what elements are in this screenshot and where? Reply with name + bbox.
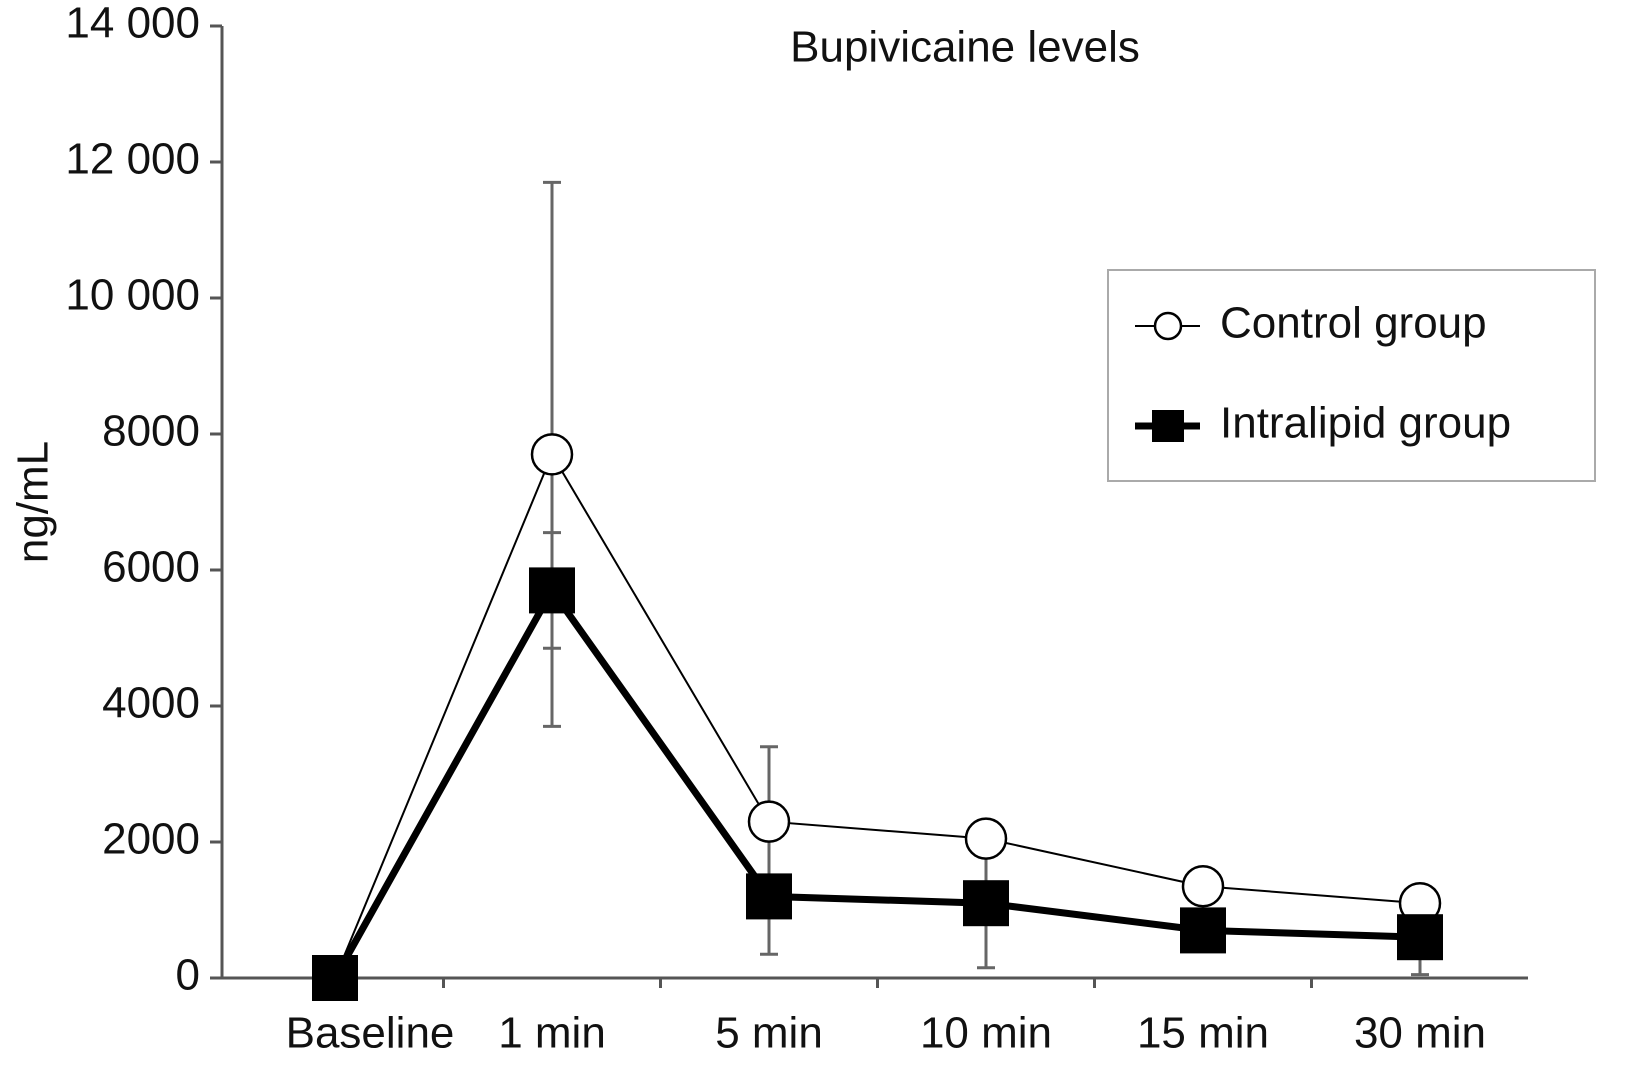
x-tick-label: 5 min (715, 1009, 823, 1058)
x-tick-label: 10 min (920, 1009, 1052, 1058)
y-tick-label: 14 000 (65, 0, 200, 48)
legend-label: Control group (1220, 299, 1487, 348)
y-tick-label: 10 000 (65, 271, 200, 320)
data-point (530, 433, 574, 476)
x-tick-label: 30 min (1354, 1009, 1486, 1058)
y-tick-label: 12 000 (65, 135, 200, 184)
legend-marker (1153, 311, 1183, 341)
series-line (334, 452, 1421, 979)
data-point (1180, 907, 1226, 954)
y-axis-label: ng/mL (9, 441, 58, 563)
data-point (964, 817, 1008, 860)
series-line (331, 583, 1421, 980)
legend-marker (1152, 410, 1184, 442)
data-point (312, 955, 358, 1001)
data-point (1181, 864, 1225, 908)
legend-box (1107, 269, 1596, 482)
legend-label: Intralipid group (1220, 399, 1511, 448)
data-point (529, 567, 575, 614)
data-point (746, 873, 792, 920)
x-tick-label: Baseline (286, 1009, 455, 1058)
x-tick-label: 1 min (498, 1009, 606, 1058)
data-point (963, 880, 1009, 927)
y-tick-label: 4000 (102, 679, 200, 728)
data-point (1397, 914, 1443, 961)
y-tick-label: 8000 (102, 407, 200, 456)
data-point (747, 800, 791, 843)
y-tick-label: 6000 (102, 543, 200, 592)
chart-title: Bupivicaine levels (790, 23, 1140, 72)
y-tick-label: 0 (176, 951, 200, 1000)
y-tick-label: 2000 (102, 815, 200, 864)
x-tick-label: 15 min (1137, 1009, 1269, 1058)
